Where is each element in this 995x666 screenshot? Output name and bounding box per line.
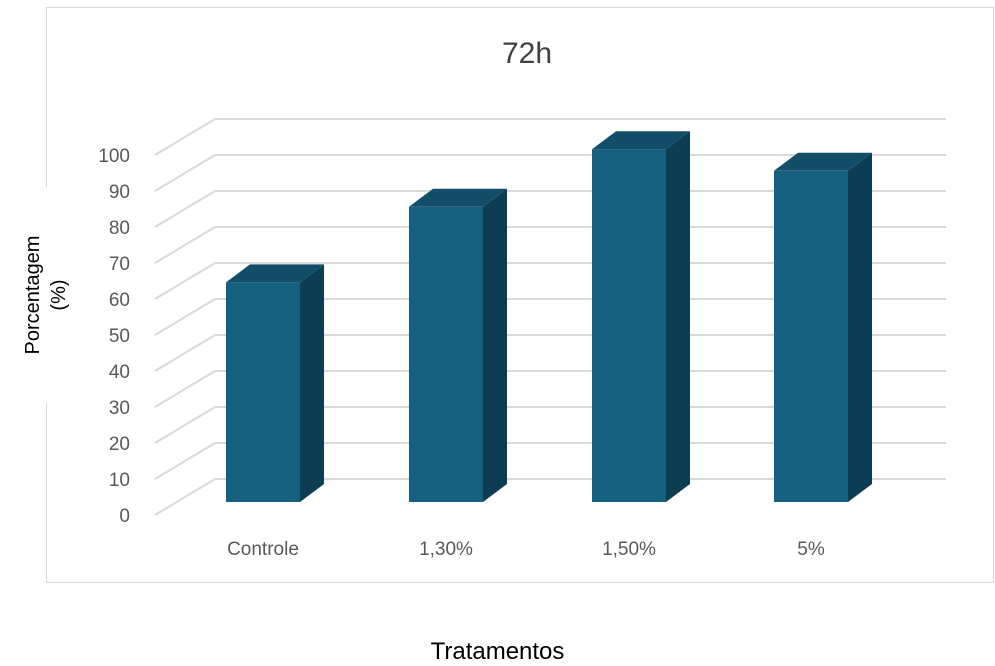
bar-front [409, 206, 483, 503]
gridline [154, 262, 946, 300]
gridline [154, 334, 946, 372]
gridline [154, 154, 946, 192]
y-tick-label: 70 [109, 254, 130, 275]
bar-side [300, 264, 324, 502]
bar-front [226, 282, 300, 502]
bar-top [774, 152, 872, 171]
bar [774, 152, 872, 503]
gridline [154, 478, 946, 516]
gridline [154, 226, 946, 264]
bar-front [774, 170, 848, 503]
y-tick-label: 10 [109, 470, 130, 491]
chart-title: 72h [502, 37, 552, 70]
y-axis-label-box: Porcentagem (%) [0, 187, 92, 403]
x-tick-label: 1,50% [602, 539, 656, 560]
bar-top [409, 188, 507, 207]
gridlines [154, 118, 946, 516]
x-tick-labels: Controle 1,30% 1,50% 5% [227, 539, 825, 560]
bar [226, 264, 324, 502]
bar-side [666, 131, 690, 502]
y-tick-label: 100 [98, 146, 130, 167]
bar [592, 131, 690, 502]
y-tick-label: 60 [109, 290, 130, 311]
gridline [154, 118, 946, 156]
bar-top [226, 264, 324, 283]
y-tick-label: 30 [109, 398, 130, 419]
y-tick-label: 20 [109, 434, 130, 455]
y-tick-labels: 0 10 20 30 40 50 60 70 80 90 100 [98, 146, 130, 527]
x-tick-label: Controle [227, 539, 299, 560]
gridline [154, 370, 946, 408]
y-tick-label: 50 [109, 326, 130, 347]
bar-side [483, 188, 507, 503]
gridline [154, 190, 946, 228]
gridline [154, 298, 946, 336]
y-tick-label: 40 [109, 362, 130, 383]
y-tick-label: 80 [109, 218, 130, 239]
bar-side [848, 152, 872, 503]
gridline [154, 406, 946, 444]
bar-top [592, 131, 690, 150]
x-tick-label: 1,30% [419, 539, 473, 560]
y-tick-label: 90 [109, 182, 130, 203]
gridline [154, 442, 946, 480]
x-tick-label: 5% [797, 539, 825, 560]
bars [226, 131, 872, 503]
bar-front [592, 149, 666, 502]
y-axis-label: Porcentagem (%) [22, 235, 70, 355]
y-tick-label: 0 [119, 506, 130, 527]
bar [409, 188, 507, 503]
x-axis-label: Tratamentos [430, 638, 565, 665]
